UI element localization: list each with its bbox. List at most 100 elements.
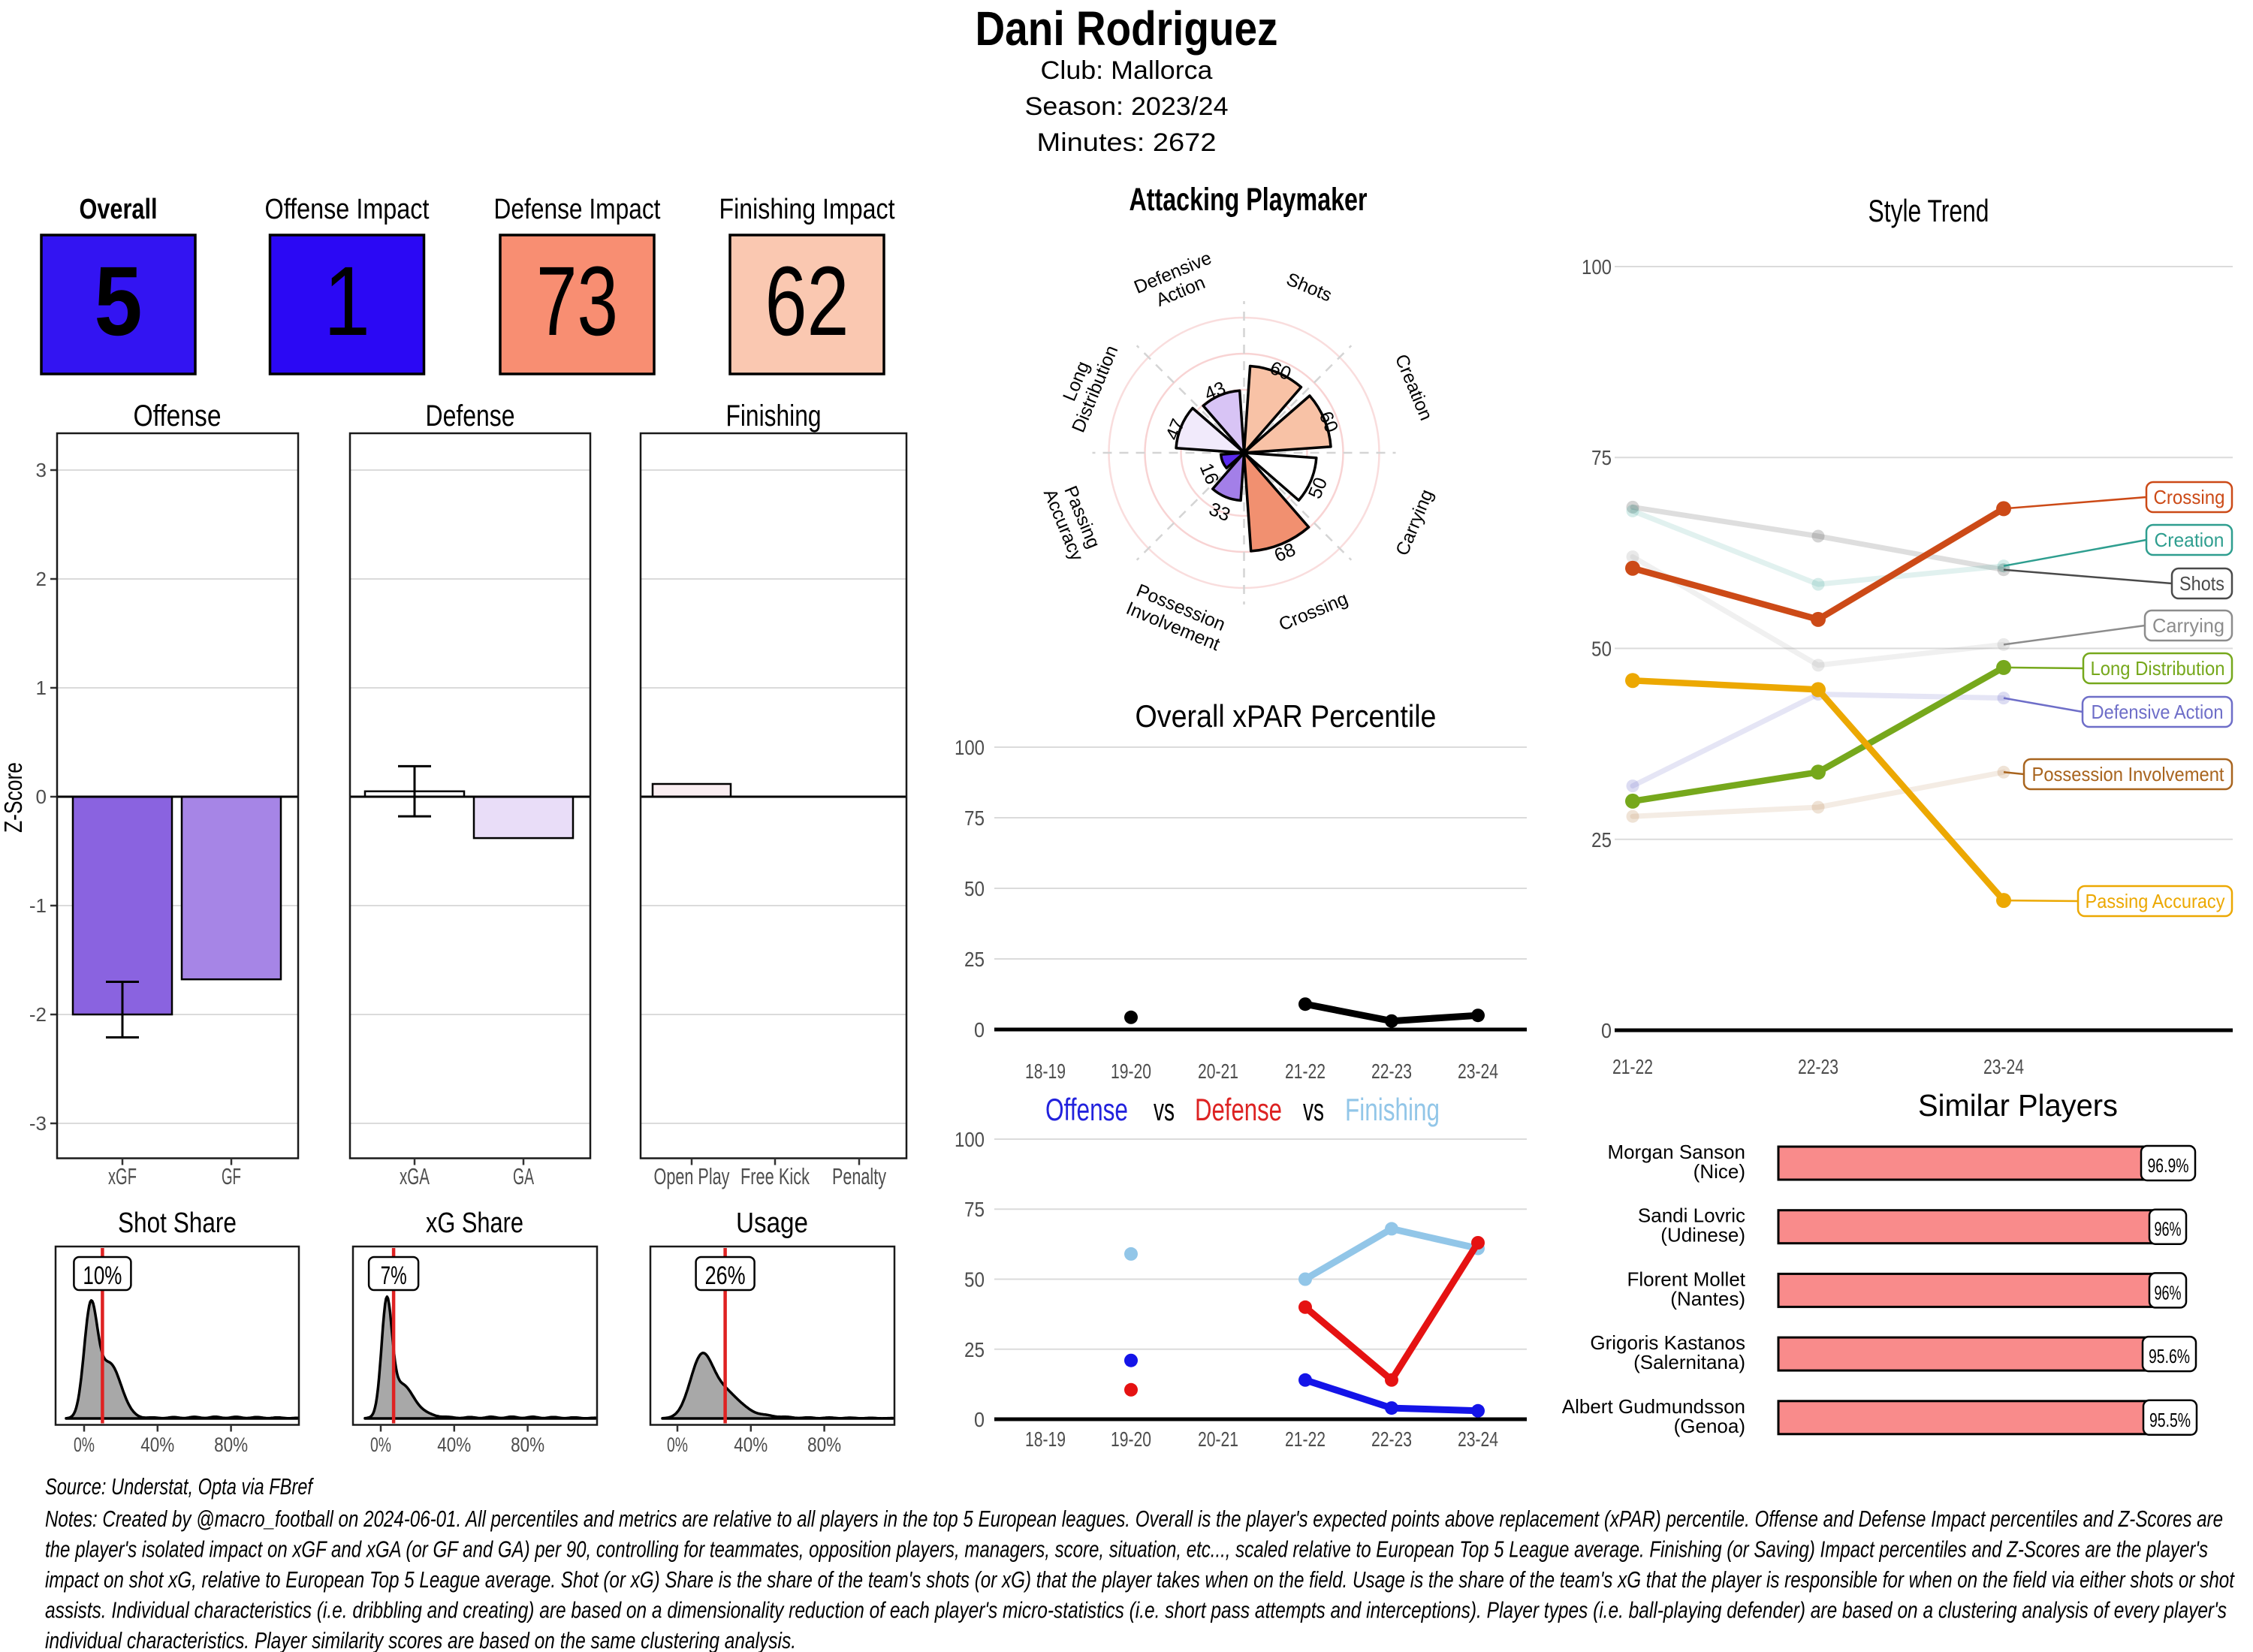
svg-text:GA: GA	[513, 1163, 534, 1189]
svg-text:individual characteristics. Pl: individual characteristics. Player simil…	[45, 1627, 796, 1652]
svg-text:Overall xPAR Percentile: Overall xPAR Percentile	[1136, 698, 1437, 734]
svg-text:Source: Understat, Opta via FB: Source: Understat, Opta via FBref	[45, 1473, 315, 1500]
svg-text:19-20: 19-20	[1111, 1427, 1151, 1451]
svg-text:Offense: Offense	[1045, 1092, 1128, 1127]
svg-text:xGA: xGA	[400, 1163, 430, 1189]
svg-text:21-22: 21-22	[1285, 1060, 1326, 1083]
svg-text:Crossing: Crossing	[2154, 486, 2225, 508]
svg-text:(Genoa): (Genoa)	[1674, 1415, 1745, 1437]
svg-text:Similar Players: Similar Players	[1918, 1088, 2118, 1123]
svg-text:95.6%: 95.6%	[2149, 1345, 2190, 1367]
svg-text:Possession Involvement: Possession Involvement	[2032, 763, 2225, 785]
svg-text:62: 62	[765, 246, 849, 356]
svg-text:Open Play: Open Play	[654, 1163, 730, 1189]
svg-text:Usage: Usage	[736, 1207, 808, 1239]
svg-text:0: 0	[974, 1018, 985, 1042]
svg-text:(Nantes): (Nantes)	[1670, 1287, 1745, 1310]
svg-text:40%: 40%	[437, 1433, 471, 1456]
svg-text:3: 3	[36, 459, 47, 481]
svg-text:-1: -1	[29, 894, 47, 917]
svg-text:23-24: 23-24	[1458, 1060, 1498, 1083]
svg-text:Z-Score: Z-Score	[0, 762, 27, 833]
svg-text:Style Trend: Style Trend	[1868, 193, 1989, 228]
svg-text:vs: vs	[1154, 1092, 1175, 1127]
svg-text:50: 50	[1591, 638, 1612, 661]
svg-text:-2: -2	[29, 1003, 47, 1026]
svg-text:Overall: Overall	[80, 194, 158, 225]
svg-text:75: 75	[964, 1198, 985, 1221]
svg-text:0%: 0%	[74, 1433, 95, 1456]
svg-text:(Nice): (Nice)	[1694, 1160, 1745, 1183]
svg-text:100: 100	[955, 736, 985, 759]
svg-text:19-20: 19-20	[1111, 1060, 1151, 1083]
svg-text:(Udinese): (Udinese)	[1660, 1224, 1745, 1247]
svg-text:22-23: 22-23	[1798, 1055, 1838, 1078]
svg-text:GF: GF	[222, 1163, 241, 1189]
svg-text:Defense Impact: Defense Impact	[494, 194, 661, 225]
svg-text:96%: 96%	[2155, 1218, 2182, 1241]
svg-text:1: 1	[36, 677, 47, 699]
svg-text:Club: Mallorca: Club: Mallorca	[1041, 56, 1213, 85]
svg-text:Season: 2023/24: Season: 2023/24	[1025, 92, 1229, 121]
svg-text:Finishing: Finishing	[1345, 1092, 1440, 1127]
svg-text:20-21: 20-21	[1198, 1427, 1238, 1451]
svg-text:22-23: 22-23	[1371, 1427, 1412, 1451]
svg-text:5: 5	[95, 246, 143, 356]
svg-text:0: 0	[36, 785, 47, 808]
svg-text:Defense: Defense	[1195, 1092, 1282, 1127]
svg-text:10%: 10%	[83, 1262, 122, 1290]
svg-text:100: 100	[1582, 255, 1612, 279]
svg-text:Shots: Shots	[2179, 572, 2224, 595]
svg-text:Minutes: 2672: Minutes: 2672	[1037, 128, 1217, 157]
svg-text:xGF: xGF	[108, 1163, 137, 1189]
svg-text:75: 75	[1591, 446, 1612, 469]
svg-text:18-19: 18-19	[1025, 1427, 1066, 1451]
svg-text:80%: 80%	[807, 1433, 841, 1456]
svg-text:1: 1	[324, 246, 370, 356]
svg-text:75: 75	[964, 806, 985, 830]
svg-text:25: 25	[964, 948, 985, 971]
svg-text:Defense: Defense	[426, 399, 515, 433]
svg-text:the player's isolated impact o: the player's isolated impact on xGF and …	[45, 1536, 2208, 1563]
svg-text:96%: 96%	[2155, 1281, 2182, 1304]
svg-text:Morgan Sanson: Morgan Sanson	[1607, 1141, 1745, 1163]
svg-text:Dani Rodriguez: Dani Rodriguez	[976, 2, 1278, 56]
svg-text:assists. Individual characteri: assists. Individual characteristics (i.e…	[45, 1597, 2227, 1623]
svg-text:22-23: 22-23	[1371, 1060, 1412, 1083]
svg-text:96.9%: 96.9%	[2148, 1154, 2189, 1177]
svg-text:7%: 7%	[381, 1262, 407, 1290]
svg-text:25: 25	[964, 1338, 985, 1361]
svg-text:Long Distribution: Long Distribution	[2091, 657, 2225, 680]
svg-text:73: 73	[536, 246, 618, 356]
svg-text:Penalty: Penalty	[832, 1163, 886, 1189]
svg-text:Offense Impact: Offense Impact	[265, 194, 430, 225]
svg-text:(Salernitana): (Salernitana)	[1633, 1351, 1745, 1373]
svg-text:25: 25	[1591, 828, 1612, 852]
svg-text:Defensive Action: Defensive Action	[2092, 701, 2224, 723]
svg-text:23-24: 23-24	[1983, 1055, 2024, 1078]
svg-text:50: 50	[964, 877, 985, 900]
svg-text:Florent Mollet: Florent Mollet	[1627, 1268, 1746, 1290]
svg-text:80%: 80%	[511, 1433, 544, 1456]
svg-text:20-21: 20-21	[1198, 1060, 1238, 1083]
svg-text:vs: vs	[1303, 1092, 1324, 1127]
svg-text:0: 0	[1601, 1019, 1612, 1042]
svg-text:21-22: 21-22	[1612, 1055, 1653, 1078]
svg-text:95.5%: 95.5%	[2149, 1409, 2191, 1431]
svg-text:40%: 40%	[734, 1433, 768, 1456]
svg-text:Notes: Created by @macro_footb: Notes: Created by @macro_football on 202…	[45, 1506, 2223, 1532]
svg-text:Finishing Impact: Finishing Impact	[719, 194, 895, 225]
svg-text:Creation: Creation	[2155, 529, 2224, 551]
svg-text:Attacking Playmaker: Attacking Playmaker	[1130, 182, 1368, 218]
svg-text:26%: 26%	[705, 1262, 746, 1290]
svg-text:23-24: 23-24	[1458, 1427, 1498, 1451]
svg-text:21-22: 21-22	[1285, 1427, 1326, 1451]
svg-text:Carrying: Carrying	[2152, 614, 2224, 637]
svg-text:40%: 40%	[140, 1433, 174, 1456]
svg-text:Free Kick: Free Kick	[740, 1163, 810, 1189]
svg-text:Sandi Lovric: Sandi Lovric	[1638, 1204, 1745, 1227]
svg-text:-3: -3	[29, 1112, 47, 1135]
svg-text:impact on shot xG, relative to: impact on shot xG, relative to European …	[45, 1566, 2235, 1593]
svg-text:0%: 0%	[667, 1433, 688, 1456]
svg-text:Passing Accuracy: Passing Accuracy	[2086, 890, 2225, 912]
